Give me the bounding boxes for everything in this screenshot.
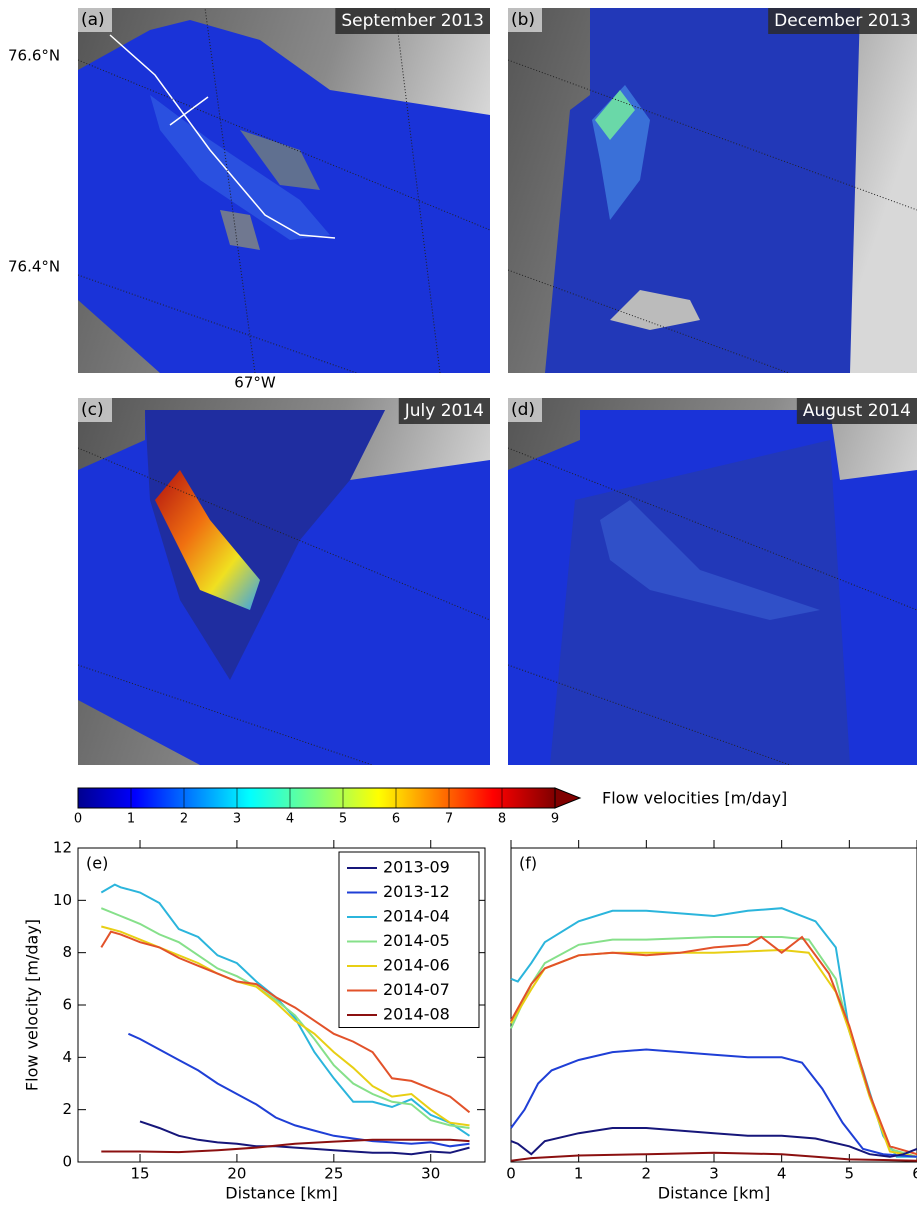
series-line <box>510 1048 917 1158</box>
colorbar: 0 1 2 3 4 5 6 7 8 9 Flow velocities [m/day] <box>74 787 787 827</box>
y-axis-label: Flow velocity [m/day] <box>23 919 42 1091</box>
colorbar-tick-label: 6 <box>392 812 400 827</box>
map-title: December 2013 <box>774 11 911 31</box>
y-tick-label: 12 <box>53 839 72 857</box>
map-title-bg <box>796 398 917 424</box>
map-label: (d) <box>511 400 535 420</box>
legend-box <box>338 851 480 1028</box>
colorbar-gradient <box>77 787 556 809</box>
x-tick-label: 25 <box>324 1165 343 1183</box>
map-label: (c) <box>81 400 104 420</box>
legend-label: 2014-07 <box>383 980 450 999</box>
map-overlays: (a) September 2013 (b) December 2013 (c) July… <box>78 8 917 424</box>
map-label: (b) <box>511 10 535 30</box>
y-tick-label: 10 <box>53 891 72 909</box>
legend-label: 2014-05 <box>383 931 450 950</box>
legend-label: 2013-12 <box>383 882 450 901</box>
map-label-bg <box>508 8 542 32</box>
map-d <box>508 398 917 765</box>
colorbar-tick-label: 0 <box>74 812 82 827</box>
colorbar-tick-label: 7 <box>445 812 453 827</box>
y-tick-label: 0 <box>62 1153 72 1171</box>
lon-label: 67°W <box>234 374 276 392</box>
map-a <box>78 8 490 373</box>
map-title-bg <box>398 398 490 424</box>
x-tick-label: 15 <box>130 1165 149 1183</box>
series-line <box>100 907 470 1129</box>
map-label-bg <box>78 398 112 422</box>
x-axis-label: Distance [km] <box>658 1184 770 1203</box>
map-title-bg <box>768 8 917 34</box>
legend-label: 2014-04 <box>383 907 450 926</box>
series-line <box>510 935 917 1156</box>
y-tick-label: 2 <box>62 1100 72 1118</box>
colorbar-tick-label: 2 <box>180 812 188 827</box>
colorbar-tick-label: 9 <box>551 812 559 827</box>
colorbar-extension <box>554 787 582 809</box>
colorbar-tick-label: 5 <box>339 812 347 827</box>
y-tick-label: 8 <box>62 943 72 961</box>
colorbar-tick-label: 1 <box>127 812 135 827</box>
series-line <box>510 948 917 1158</box>
x-tick-label: 6 <box>912 1165 917 1183</box>
series-line <box>127 1032 470 1148</box>
panel-label: (e) <box>86 854 108 873</box>
map-b <box>508 8 917 373</box>
x-tick-label: 30 <box>421 1165 440 1183</box>
colorbar-tick-label: 8 <box>498 812 506 827</box>
series-line <box>139 1120 470 1156</box>
y-tick-label: 6 <box>62 996 72 1014</box>
map-c <box>78 398 490 765</box>
map-title: September 2013 <box>341 11 484 31</box>
x-tick-label: 20 <box>227 1165 246 1183</box>
x-tick-label: 3 <box>709 1165 719 1183</box>
x-tick-label: 4 <box>777 1165 787 1183</box>
series-line <box>510 907 917 1158</box>
map-title: August 2014 <box>803 401 911 421</box>
x-tick-label: 5 <box>845 1165 855 1183</box>
series-line <box>100 930 471 1114</box>
x-tick-label: 1 <box>574 1165 584 1183</box>
y-tick-label: 4 <box>62 1048 72 1066</box>
x-tick-label: 2 <box>642 1165 652 1183</box>
lat-label: 76.4°N <box>8 258 60 276</box>
map-label-bg <box>508 398 542 422</box>
map-title-bg <box>335 8 490 34</box>
legend-label: 2014-08 <box>383 1005 450 1024</box>
lat-label: 76.6°N <box>8 47 60 65</box>
panel-label: (f) <box>519 854 537 873</box>
x-axis-label: Distance [km] <box>225 1184 337 1203</box>
plot-frame <box>510 847 917 1163</box>
colorbar-tick-label: 4 <box>286 812 294 827</box>
map-label: (a) <box>81 10 105 30</box>
legend-label: 2014-06 <box>383 956 450 975</box>
series-line <box>510 1151 917 1162</box>
map-title: July 2014 <box>404 401 484 421</box>
colorbar-tick-label: 3 <box>233 812 241 827</box>
legend-label: 2013-09 <box>383 858 450 877</box>
map-label-bg <box>78 8 112 32</box>
colorbar-label: Flow velocities [m/day] <box>602 789 787 808</box>
series-line <box>510 1127 917 1158</box>
series-line <box>101 1138 470 1154</box>
x-tick-label: 0 <box>506 1165 516 1183</box>
